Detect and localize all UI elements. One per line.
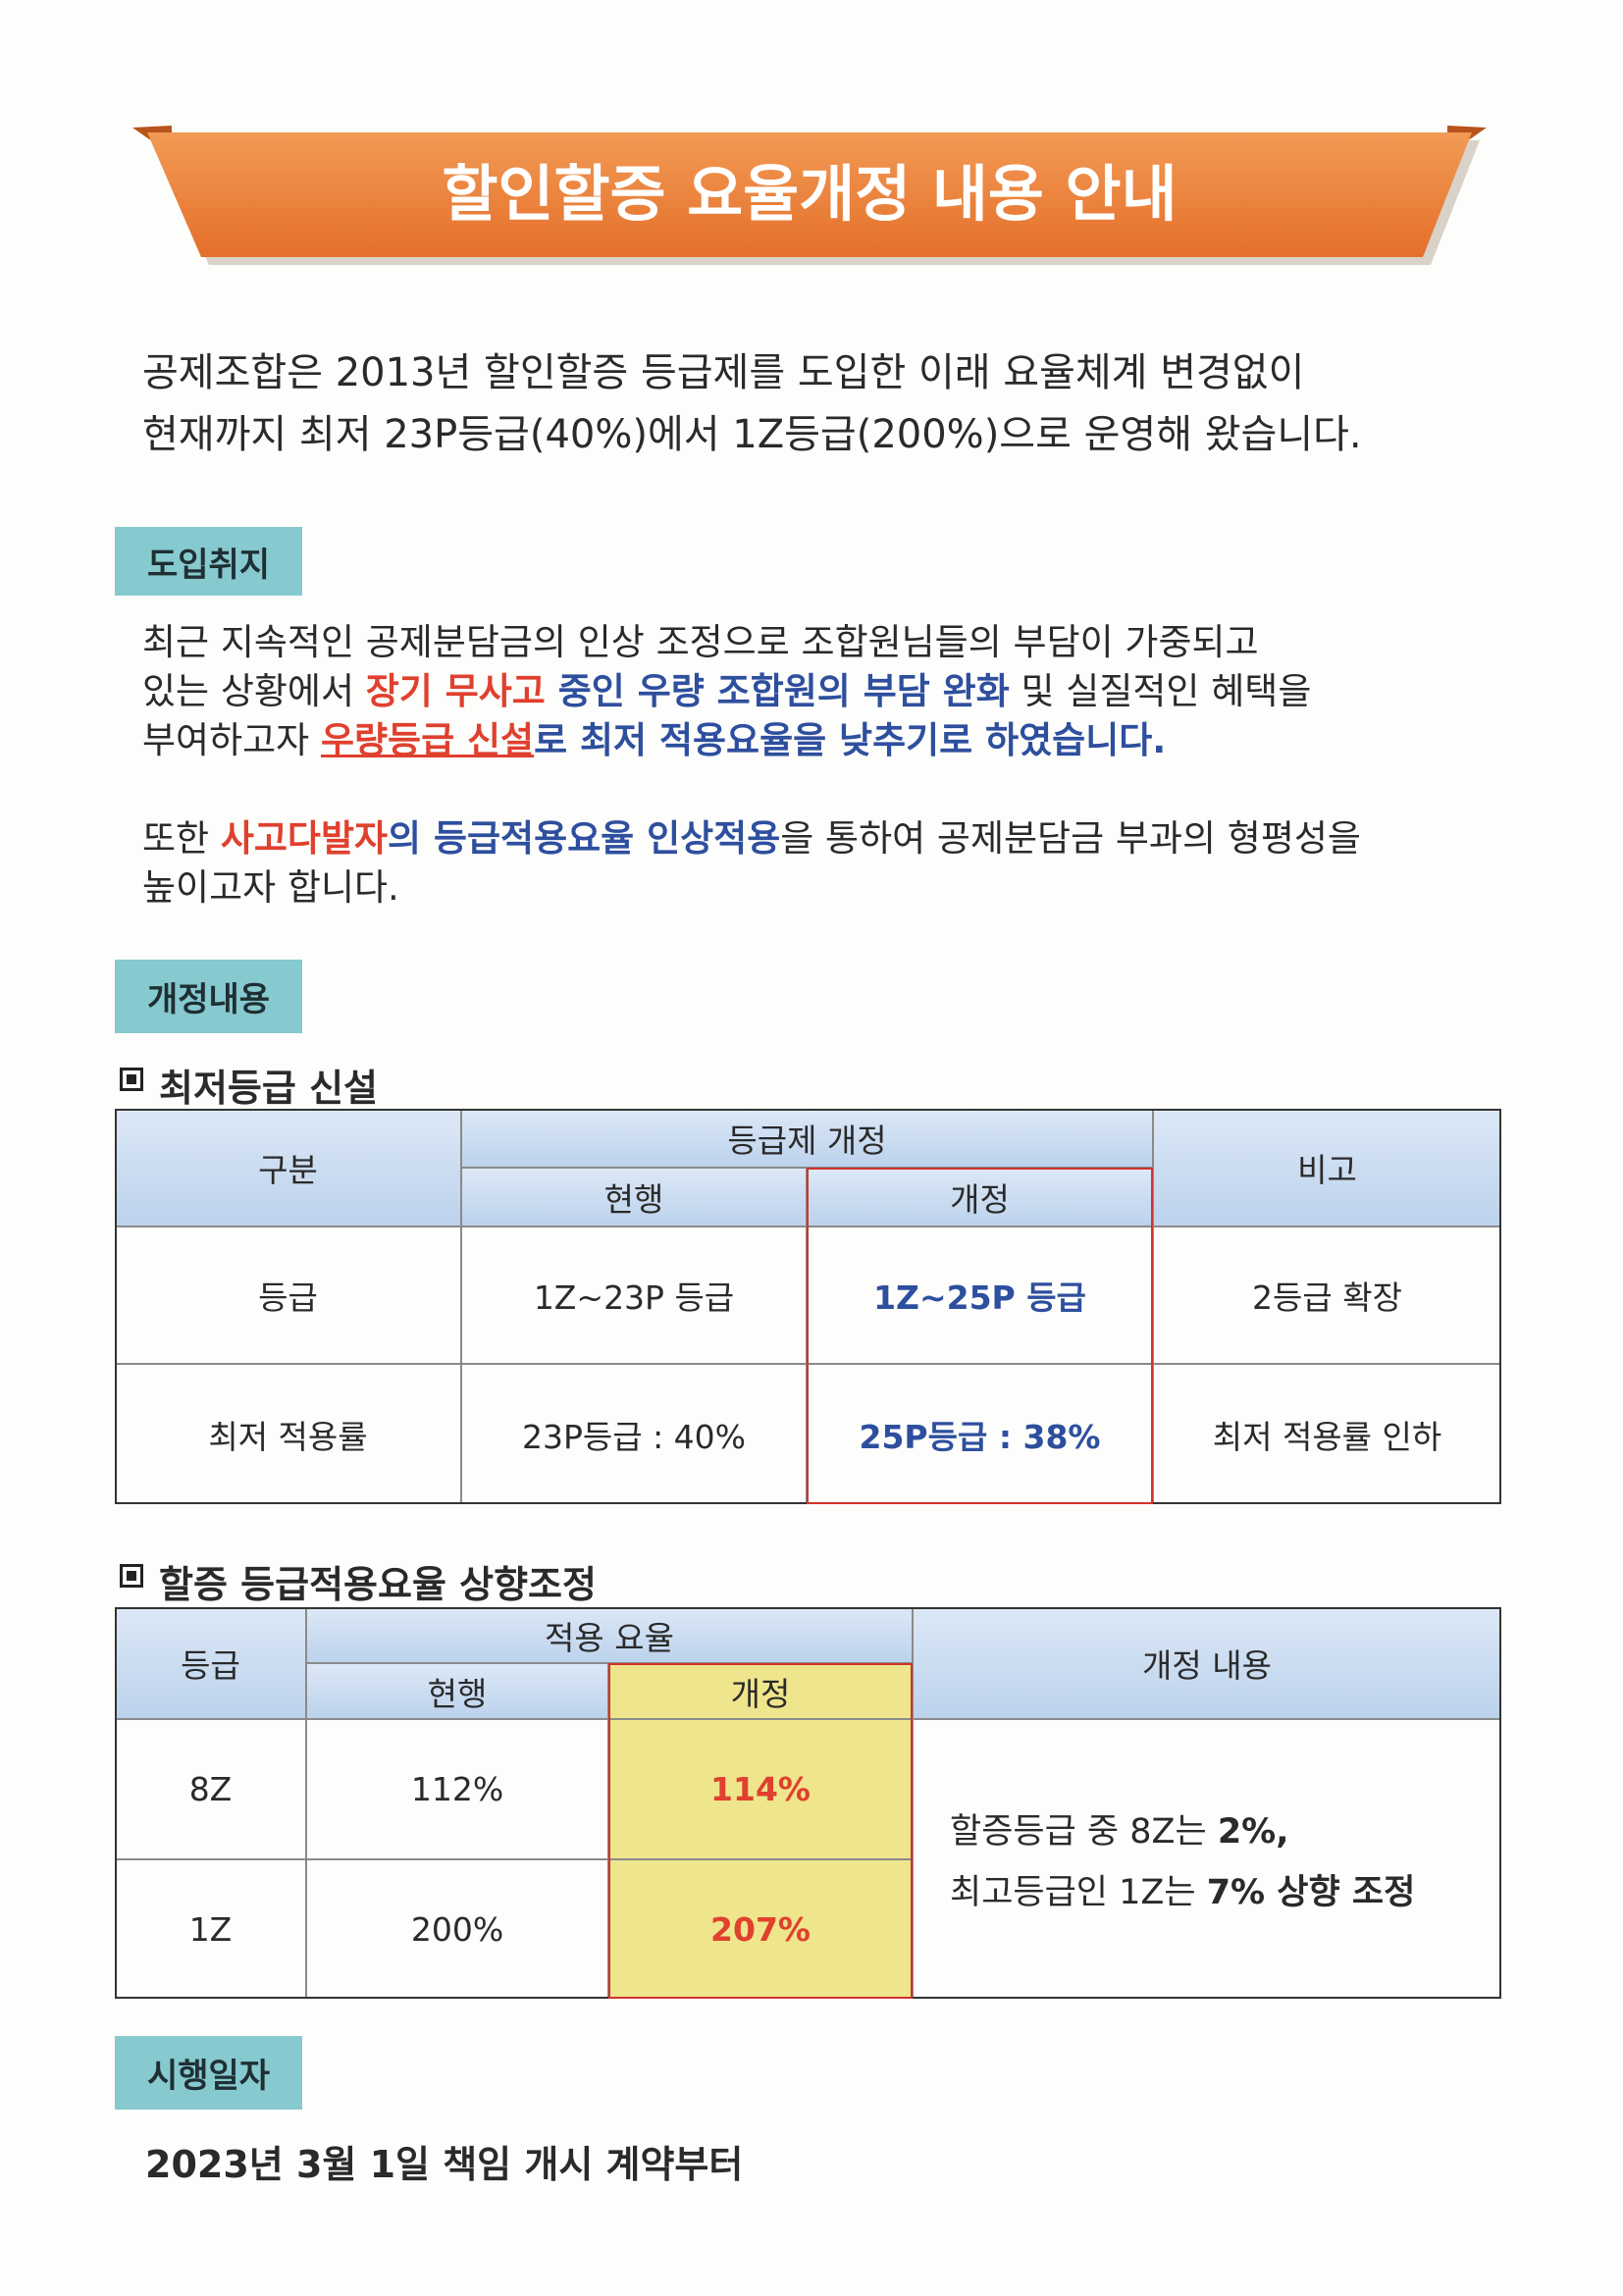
table-cell: 2등급 확장 [1153,1226,1501,1364]
text-line: 최고등급인 1Z는 7% 상향 조정 [950,1868,1415,1917]
text-segment: 장기 무사고 [365,670,546,712]
table-cell: 최저 적용률 인하 [1153,1364,1501,1504]
highlight-box [807,1168,1153,1504]
table-cell: 1Z~25P 등급 [807,1226,1153,1364]
table-cell: 현행 [306,1663,608,1719]
table-cell: 207% [608,1859,913,1999]
text-segment: 우량등급 신설 [320,719,535,761]
text-line: 있는 상황에서 장기 무사고 중인 우량 조합원의 부담 완화 및 실질적인 혜… [142,667,1311,716]
text-line: 할증등급 중 8Z는 2%, [950,1807,1289,1856]
text-segment: 중인 우량 조합원의 부담 완화 [545,670,1010,712]
text-segment: 사고다발자 [220,817,389,860]
title: 할인할증 요율개정 내용 안내 [442,158,1177,230]
text-segment: 을 통하여 공제분담금 부과의 형평성을 [780,817,1361,860]
text-segment: 높이고자 합니다. [142,866,399,909]
table-cell: 112% [306,1719,608,1859]
bullet [120,1068,143,1091]
text-segment: 최근 지속적인 공제분담금의 인상 조정으로 조합원님들의 부담이 가중되고 [142,621,1259,663]
table-cell: 114% [608,1719,913,1859]
intro-line: 현재까지 최저 23P등급(40%)에서 1Z등급(200%)으로 운영해 왔습… [142,412,1362,457]
section-label: 개정내용 [115,960,302,1033]
text-segment: 할증등급 중 8Z는 [950,1812,1218,1852]
text-segment: 부여하고자 [142,719,321,761]
section-label: 도입취지 [115,527,302,596]
table-cell: 등급 [115,1607,306,1719]
text-line: 또한 사고다발자의 등급적용요율 인상적용을 통하여 공제분담금 부과의 형평성… [142,814,1361,863]
subsection-title: 최저등급 신설 [159,1067,378,1110]
subsection-title: 할증 등급적용요율 상향조정 [159,1563,597,1606]
table-cell: 1Z~23P 등급 [461,1226,807,1364]
text-line: 최근 지속적인 공제분담금의 인상 조정으로 조합원님들의 부담이 가중되고 [142,618,1259,667]
text-segment: 및 실질적인 혜택을 [1009,670,1312,712]
table-cell: 23P등급 : 40% [461,1364,807,1504]
text-line: 부여하고자 우량등급 신설로 최저 적용요율을 낮추기로 하였습니다. [142,716,1166,765]
intro-line: 공제조합은 2013년 할인할증 등급제를 도입한 이래 요율체계 변경없이 [142,350,1305,395]
text-segment: 있는 상황에서 [142,670,366,712]
highlight-box [608,1663,913,1999]
section-label: 시행일자 [115,2036,302,2110]
text-segment: 또한 [142,817,221,860]
text-segment: 최고등급인 1Z는 [950,1873,1207,1912]
text-segment: 2%, [1217,1812,1289,1852]
table-cell: 현행 [461,1168,807,1226]
text-segment: 7% 상향 조정 [1206,1873,1416,1912]
banner: 할인할증 요율개정 내용 안내 [132,126,1487,265]
text-line: 높이고자 합니다. [142,863,399,913]
text-segment: 로 최저 적용요율을 낮추기로 하였습니다. [534,719,1167,761]
effective-date: 2023년 3월 1일 책임 개시 계약부터 [145,2143,744,2186]
table-cell: 개정 [807,1168,1153,1226]
table-cell: 등급제 개정 [461,1109,1153,1168]
table-cell: 적용 요율 [306,1607,913,1663]
bullet [120,1564,143,1588]
table-cell: 최저 적용률 [115,1364,461,1504]
table-cell: 개정 [608,1663,913,1719]
text-segment: 의 등급적용요율 인상적용 [388,817,781,860]
